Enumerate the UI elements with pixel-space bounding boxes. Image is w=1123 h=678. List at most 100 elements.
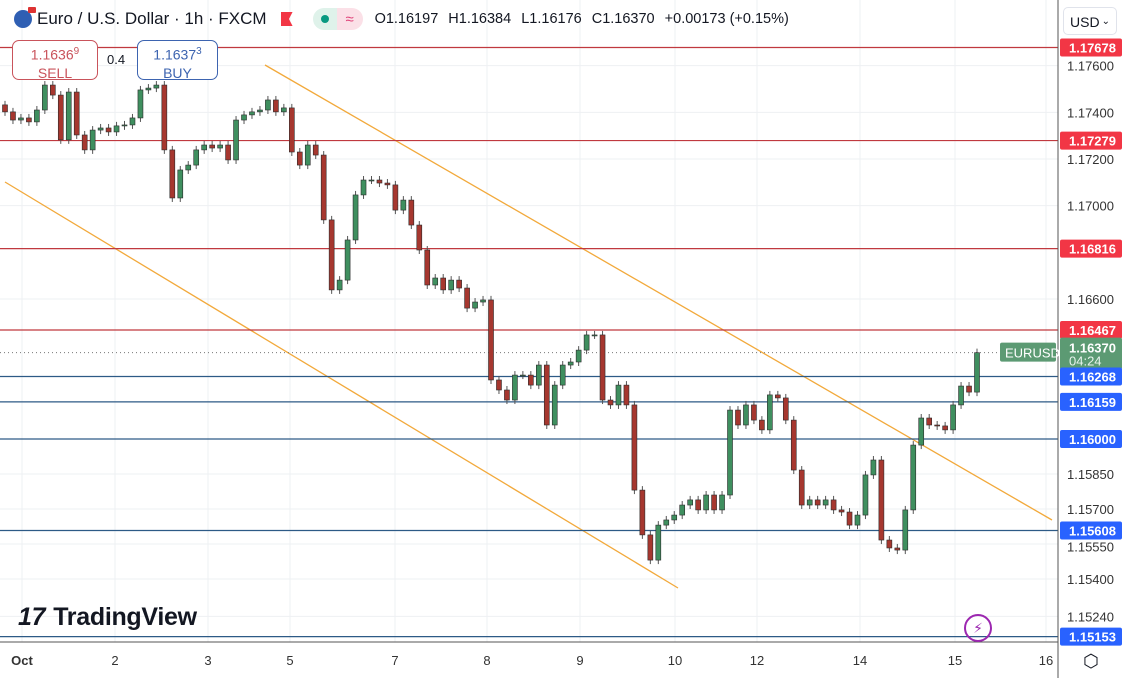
candle bbox=[854, 511, 861, 530]
candle bbox=[464, 284, 470, 313]
candle-body bbox=[878, 459, 885, 541]
price-tick-label: 1.17600 bbox=[1067, 59, 1114, 74]
candle bbox=[719, 490, 725, 514]
symbol-tag: EURUSD bbox=[1005, 346, 1060, 361]
candle bbox=[806, 495, 813, 510]
candle bbox=[448, 276, 454, 294]
candle-body bbox=[265, 99, 271, 111]
resistance-price-label-box bbox=[1060, 239, 1122, 258]
tradingview-logo[interactable]: 17 TradingView bbox=[18, 603, 197, 632]
candle-body bbox=[663, 519, 670, 526]
candle bbox=[966, 382, 972, 397]
candle-body bbox=[599, 334, 606, 401]
sell-price: 1.1636 bbox=[30, 46, 74, 63]
candle-body bbox=[105, 127, 112, 133]
candle bbox=[496, 375, 502, 395]
candle-body bbox=[583, 334, 590, 351]
currency-dropdown[interactable]: USD ⌄ bbox=[1063, 7, 1117, 35]
candle bbox=[894, 543, 901, 555]
candle-body bbox=[209, 144, 215, 149]
candle-body bbox=[153, 84, 160, 89]
candle-body bbox=[790, 419, 797, 471]
candle-body bbox=[169, 149, 176, 199]
candle-body bbox=[225, 144, 231, 161]
candle-body bbox=[472, 301, 478, 309]
candle bbox=[950, 400, 956, 434]
candle-body bbox=[320, 154, 327, 221]
candle bbox=[902, 505, 909, 555]
lightning-icon[interactable]: ⚡ bbox=[964, 614, 992, 642]
support-price-label: 1.15608 bbox=[1069, 523, 1116, 538]
candle-body bbox=[567, 361, 574, 366]
candle bbox=[687, 495, 693, 510]
candle-body bbox=[424, 249, 431, 286]
candle bbox=[830, 495, 837, 514]
spread-value: 0.4 bbox=[107, 52, 126, 67]
candle-body bbox=[129, 117, 136, 126]
candle-body bbox=[806, 499, 813, 506]
candle bbox=[480, 295, 486, 307]
logo-text: TradingView bbox=[53, 603, 197, 631]
candle bbox=[607, 396, 614, 409]
candle bbox=[679, 501, 686, 520]
last-price-label: 1.16370 bbox=[1069, 341, 1116, 356]
candle bbox=[790, 416, 797, 475]
candle bbox=[384, 179, 391, 189]
price-tick-label: 1.15240 bbox=[1067, 609, 1114, 624]
candle bbox=[878, 455, 885, 545]
candle-body bbox=[496, 379, 502, 391]
sell-price-pip: 9 bbox=[73, 46, 80, 57]
candle-body bbox=[591, 334, 598, 337]
candle bbox=[289, 103, 295, 157]
buy-button[interactable]: 1.16373 BUY bbox=[137, 40, 218, 81]
candle-body bbox=[257, 109, 263, 113]
candle bbox=[958, 382, 964, 409]
candle bbox=[655, 521, 662, 565]
candle bbox=[177, 165, 184, 202]
candle-body bbox=[2, 104, 8, 113]
candle-body bbox=[400, 199, 407, 211]
resistance-price-label: 1.16467 bbox=[1069, 323, 1116, 338]
candle-body bbox=[504, 389, 510, 401]
candle-body bbox=[289, 107, 295, 153]
time-tick-label: 12 bbox=[750, 653, 764, 668]
candle bbox=[974, 348, 980, 397]
candle bbox=[942, 421, 948, 434]
candle-body bbox=[448, 279, 454, 291]
candle bbox=[512, 371, 518, 405]
candle bbox=[767, 390, 773, 434]
candle-body bbox=[918, 417, 925, 446]
candle bbox=[336, 276, 343, 294]
candle-body bbox=[312, 144, 319, 156]
candle-body bbox=[241, 114, 247, 121]
price-tick-label: 1.15700 bbox=[1067, 502, 1114, 517]
market-status-pill[interactable]: ≈ bbox=[312, 8, 363, 30]
candle-body bbox=[336, 279, 343, 291]
candle bbox=[711, 490, 717, 514]
candle-body bbox=[408, 199, 415, 226]
symbol-title[interactable]: Euro / U.S. Dollar · 1h · FXCM bbox=[37, 9, 267, 28]
candle bbox=[559, 361, 566, 390]
candle-body bbox=[177, 169, 184, 199]
candle bbox=[416, 221, 423, 255]
candle-body bbox=[759, 419, 765, 431]
candle bbox=[488, 295, 494, 384]
candle bbox=[615, 381, 622, 409]
flag-icon[interactable] bbox=[280, 12, 293, 26]
candle bbox=[18, 113, 24, 125]
candle bbox=[265, 95, 271, 115]
resistance-price-label-box bbox=[1060, 131, 1122, 150]
candle-body bbox=[870, 459, 877, 476]
candle bbox=[639, 486, 646, 539]
buy-price: 1.1637 bbox=[153, 46, 197, 63]
candle bbox=[631, 400, 638, 495]
candle bbox=[201, 141, 207, 154]
candle-body bbox=[161, 84, 168, 151]
candle-body bbox=[862, 474, 869, 516]
candle bbox=[599, 330, 606, 405]
sell-button[interactable]: 1.16369 SELL bbox=[12, 40, 98, 81]
candle bbox=[472, 298, 478, 313]
candle-body bbox=[512, 374, 518, 401]
hexagon-settings-icon[interactable]: ⬡ bbox=[1083, 651, 1099, 671]
